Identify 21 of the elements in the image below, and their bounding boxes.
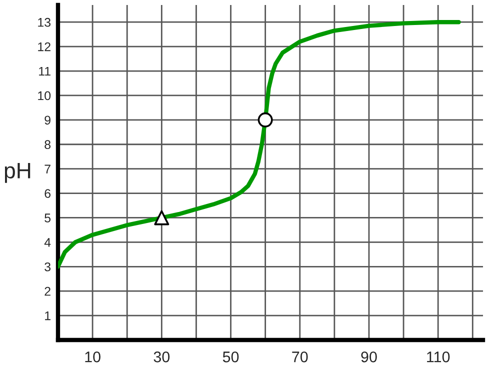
y-tick-label: 11 [39, 66, 50, 76]
y-tick-label: 4 [44, 238, 51, 247]
y-tick-label: 10 [38, 91, 51, 100]
y-tick-label: 3 [44, 262, 51, 272]
y-axis-title: pH [4, 162, 30, 183]
x-tick-label: 110 [427, 352, 450, 362]
y-tick-label: 5 [44, 214, 51, 222]
y-tick-label: 9 [44, 116, 50, 125]
x-tick-label: 10 [85, 352, 100, 362]
x-tick-label: 90 [361, 352, 377, 362]
y-tick-label: 12 [38, 42, 50, 52]
y-tick-label: 8 [44, 140, 51, 150]
y-tick-label: 7 [44, 164, 50, 174]
y-tick-label: 2 [44, 286, 50, 296]
y-tick-label: 6 [44, 189, 51, 198]
line-series [58, 20, 461, 269]
x-tick-label: 50 [222, 352, 239, 362]
x-tick-label: 30 [154, 352, 170, 362]
y-tick-label: 1 [45, 311, 50, 320]
y-tick-label: 13 [38, 18, 51, 27]
x-tick-label: 70 [292, 352, 308, 362]
